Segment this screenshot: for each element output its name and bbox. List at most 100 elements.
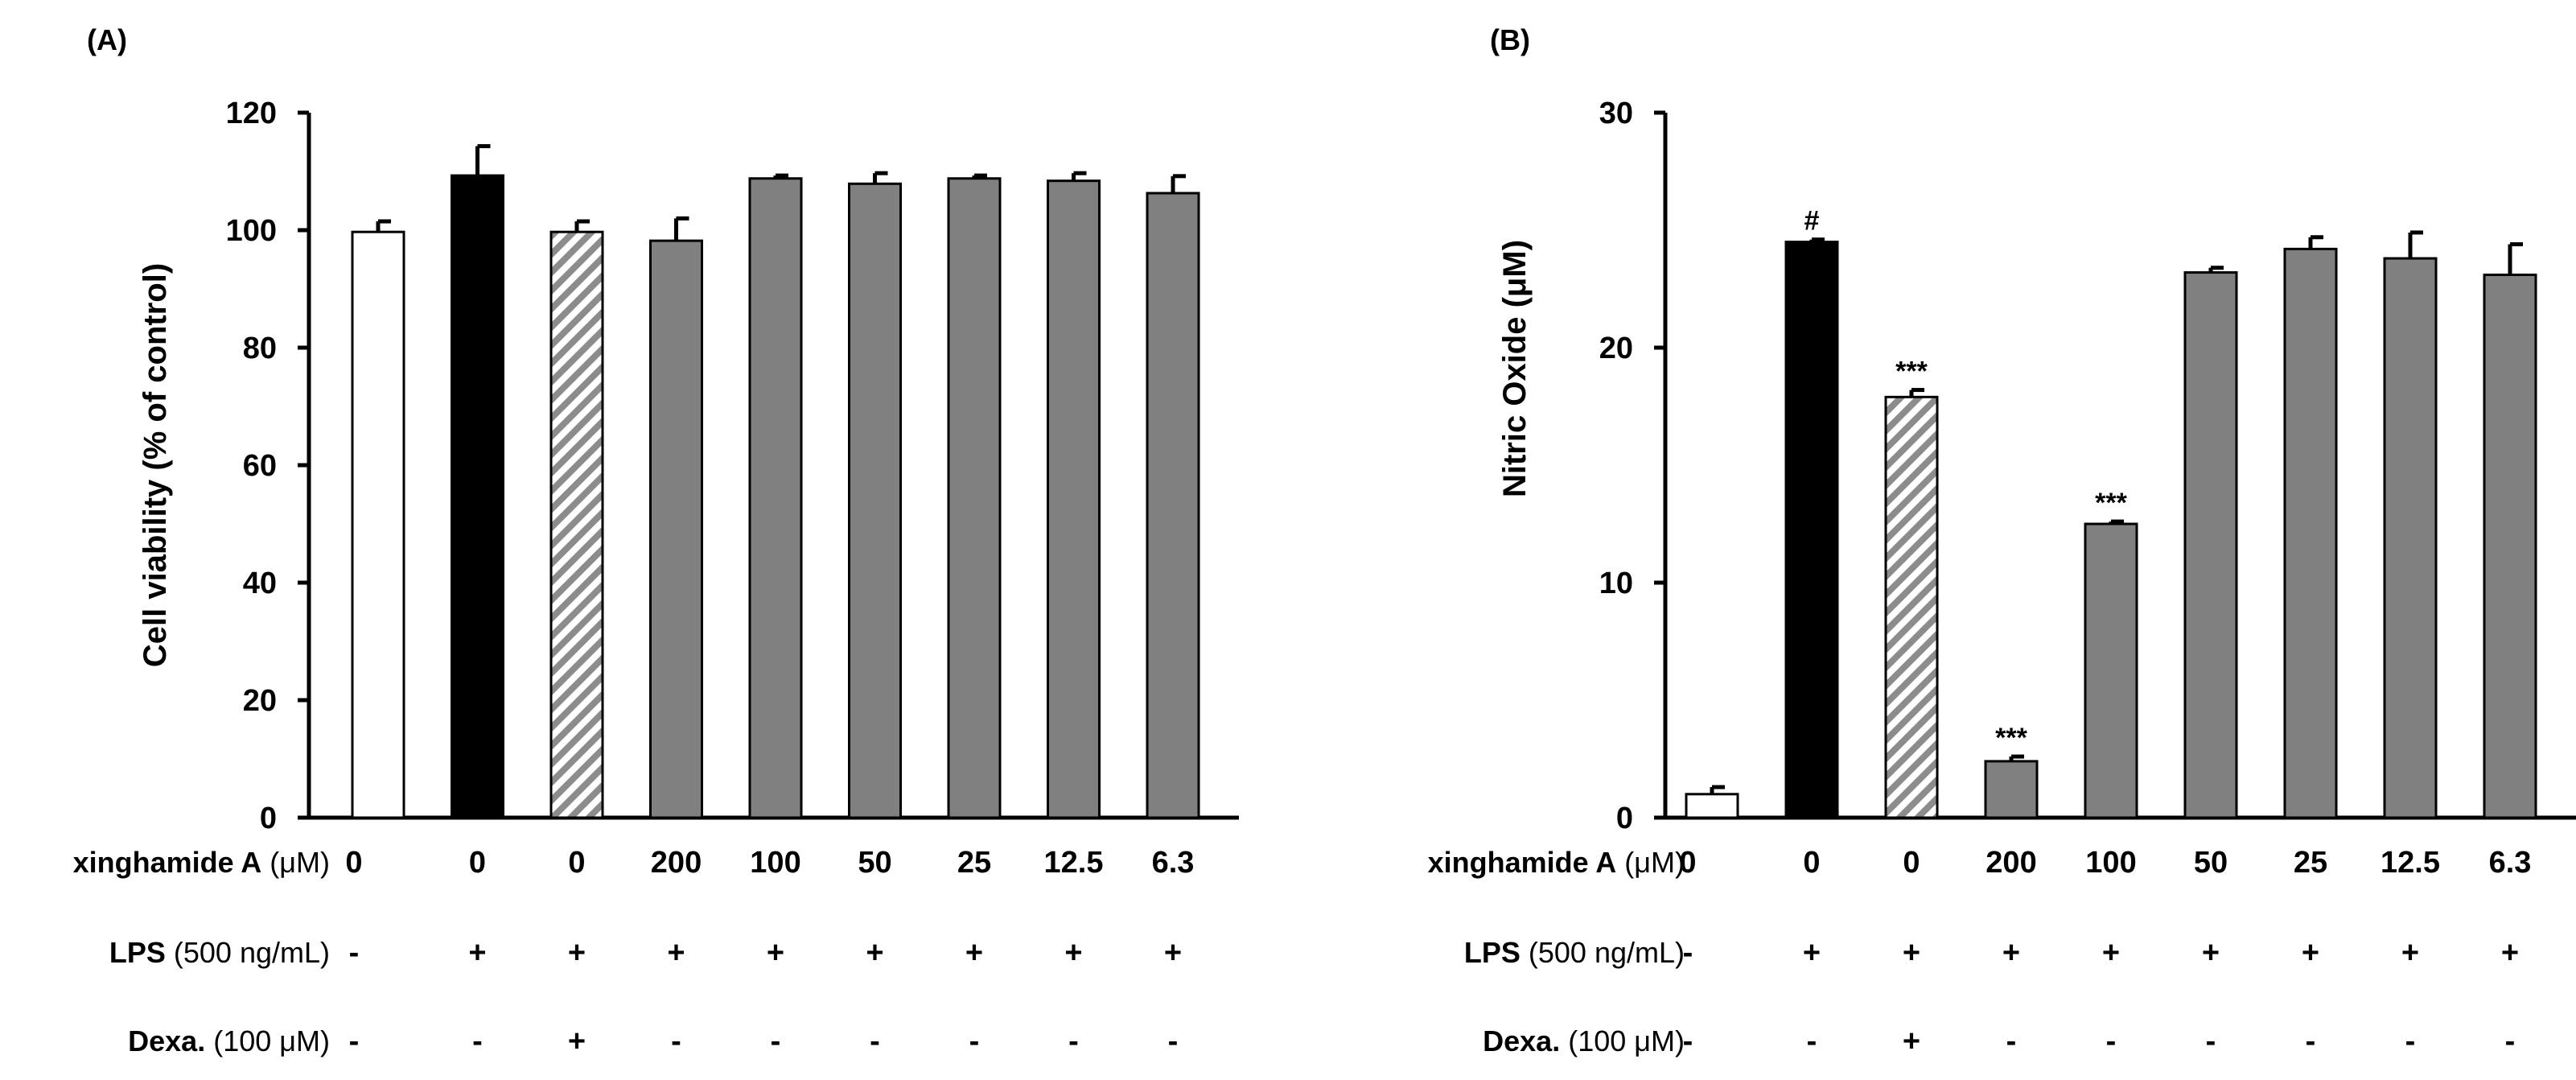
condition-row-label: LPS (500 ng/mL): [109, 936, 330, 969]
condition-value: +: [2501, 936, 2519, 970]
condition-value: -: [2405, 1024, 2416, 1058]
condition-value: -: [349, 1024, 360, 1058]
condition-value: +: [1164, 936, 1182, 970]
condition-name: Dexa.: [1483, 1024, 1560, 1057]
condition-value: -: [2206, 1024, 2216, 1058]
bar: [1884, 395, 1939, 819]
condition-value: -: [1683, 936, 1693, 970]
y-tick-label: 80: [243, 332, 277, 365]
y-tick-label: 20: [243, 684, 277, 718]
panel-label: (B): [1490, 23, 1530, 56]
bar: [351, 230, 405, 819]
condition-value: -: [1683, 1024, 1693, 1058]
condition-value: 50: [2194, 846, 2228, 880]
condition-value: +: [568, 1024, 586, 1058]
condition-value: -: [771, 1024, 781, 1058]
condition-value: -: [1168, 1024, 1179, 1058]
condition-value: +: [2401, 936, 2419, 970]
condition-value: -: [870, 1024, 880, 1058]
condition-name: xinghamide A: [1428, 846, 1617, 879]
condition-value: -: [2006, 1024, 2017, 1058]
y-tick-label: 20: [1599, 332, 1633, 365]
bar: [649, 239, 703, 819]
condition-value: 0: [1903, 846, 1920, 880]
significance-annotation: ***: [1995, 723, 2027, 753]
bar: [2383, 257, 2438, 819]
panel-label: (A): [87, 23, 127, 56]
condition-value: -: [2505, 1024, 2516, 1058]
condition-value: 50: [858, 846, 891, 880]
condition-value: 200: [651, 846, 702, 880]
bar: [1047, 179, 1101, 819]
condition-row-label: Dexa. (100 μM): [128, 1024, 330, 1057]
bar: [848, 182, 902, 819]
condition-value: -: [2106, 1024, 2117, 1058]
condition-value: 6.3: [1152, 846, 1195, 880]
condition-value: +: [2202, 936, 2220, 970]
condition-value: 100: [2085, 846, 2136, 880]
condition-unit: (100 μM): [1560, 1024, 1685, 1057]
condition-value: 12.5: [1044, 846, 1104, 880]
bar: [748, 177, 803, 819]
condition-value: +: [468, 936, 486, 970]
condition-value: 0: [1679, 846, 1696, 880]
condition-value: 0: [469, 846, 486, 880]
condition-name: xinghamide A: [73, 846, 262, 879]
condition-value: +: [866, 936, 883, 970]
condition-value: 0: [345, 846, 362, 880]
condition-value: 0: [568, 846, 585, 880]
condition-value: +: [667, 936, 685, 970]
y-axis-title: Nitric Oxide (μM): [1497, 240, 1533, 497]
bar: [1146, 192, 1200, 819]
condition-value: +: [767, 936, 784, 970]
y-tick-label: 30: [1599, 97, 1633, 130]
y-tick-label: 10: [1599, 567, 1633, 600]
condition-value: -: [2306, 1024, 2316, 1058]
bar: [2283, 247, 2338, 819]
condition-name: Dexa.: [128, 1024, 205, 1057]
condition-value: +: [1064, 936, 1082, 970]
y-axis-title: Cell viability (% of control): [138, 263, 173, 667]
condition-value: -: [1068, 1024, 1079, 1058]
condition-value: -: [671, 1024, 681, 1058]
condition-value: -: [472, 1024, 483, 1058]
condition-value: +: [1903, 936, 1920, 970]
condition-value: +: [2302, 936, 2319, 970]
condition-value: +: [1803, 936, 1821, 970]
condition-row-label: LPS (500 ng/mL): [1464, 936, 1685, 969]
condition-unit: (500 ng/mL): [166, 936, 330, 969]
condition-value: 12.5: [2381, 846, 2440, 880]
bar: [947, 177, 1002, 819]
significance-annotation: #: [1804, 206, 1820, 237]
significance-annotation: ***: [2095, 488, 2127, 518]
y-tick-label: 120: [226, 97, 277, 130]
condition-value: +: [2002, 936, 2020, 970]
y-tick-label: 60: [243, 449, 277, 483]
panel-a: (A) 0 20 40 60 80 100 120 Cell viability (% of c…: [73, 23, 1239, 1058]
condition-value: +: [568, 936, 586, 970]
panel-b: (B) 0 10 20 30 Nitric Oxide (μM) # *** *** *** xin…: [1428, 23, 2576, 1058]
bar: [549, 230, 604, 819]
y-tick-label: 100: [226, 214, 277, 248]
condition-name: LPS: [1464, 936, 1520, 969]
bar: [2084, 522, 2138, 819]
bar: [1784, 241, 1839, 819]
condition-value: +: [1903, 1024, 1920, 1058]
bar: [2183, 271, 2238, 819]
condition-row-label: xinghamide A (μM): [1428, 846, 1685, 879]
condition-name: LPS: [109, 936, 166, 969]
condition-value: 25: [957, 846, 991, 880]
condition-value: 6.3: [2489, 846, 2532, 880]
condition-value: 25: [2294, 846, 2327, 880]
condition-value: -: [969, 1024, 980, 1058]
condition-value: 100: [750, 846, 800, 880]
condition-value: 0: [1803, 846, 1820, 880]
condition-unit: (μM): [1616, 846, 1685, 879]
condition-unit: (500 ng/mL): [1520, 936, 1685, 969]
condition-unit: (μM): [261, 846, 330, 879]
y-tick-label: 0: [1616, 802, 1633, 835]
bar: [2483, 273, 2537, 819]
significance-annotation: ***: [1895, 357, 1928, 387]
condition-value: -: [1807, 1024, 1817, 1058]
